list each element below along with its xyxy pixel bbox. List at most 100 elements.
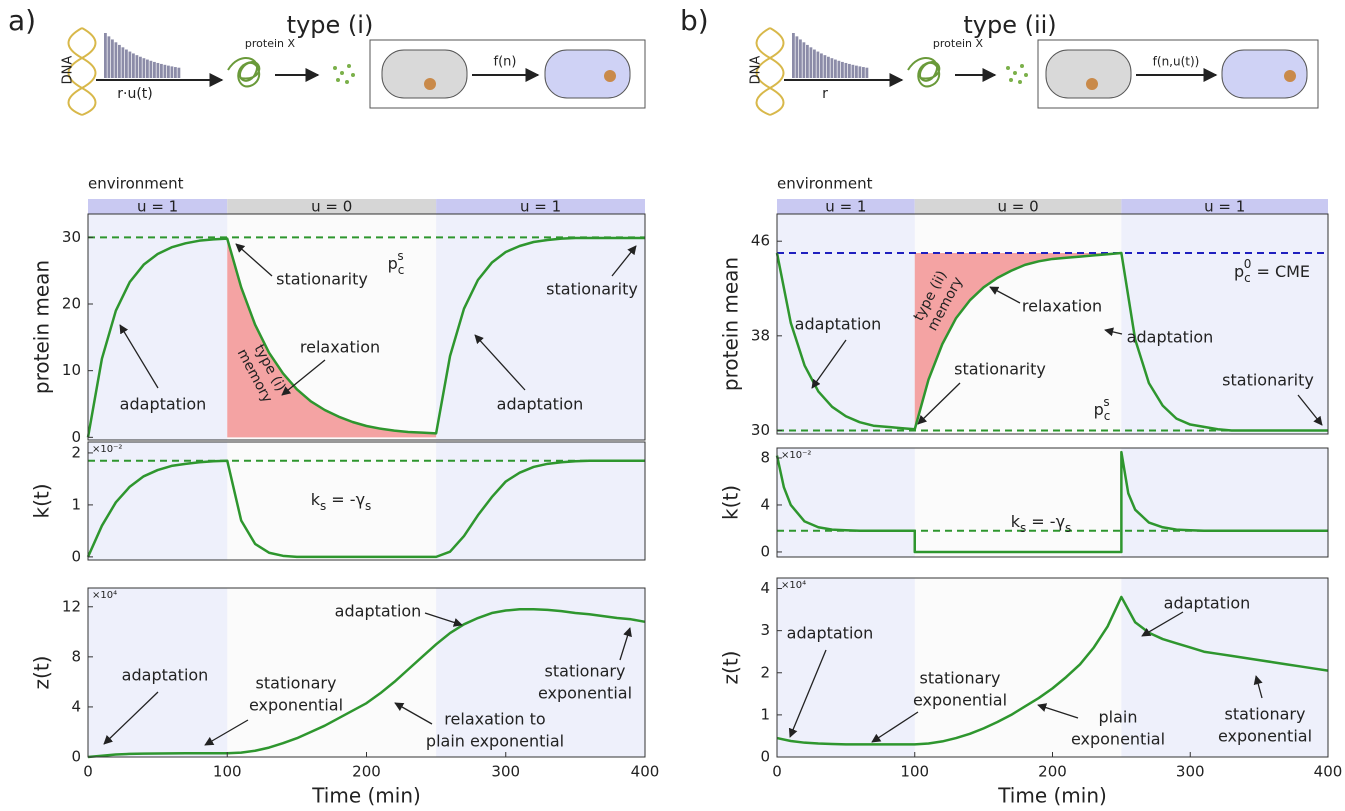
annotation: adaptation xyxy=(497,395,584,414)
x-tick-label: 0 xyxy=(83,763,93,781)
histogram-icon xyxy=(104,33,180,78)
annotation-part: = -γ xyxy=(326,490,365,509)
annotation-line: adaptation xyxy=(497,395,584,414)
icon-bar xyxy=(792,33,795,78)
annotation-part: c xyxy=(398,263,405,277)
protein-label: protein X xyxy=(245,37,296,50)
cell-state xyxy=(382,50,467,98)
annotation-line: adaptation xyxy=(787,624,874,643)
annotation-part: p xyxy=(388,254,398,273)
annotation: adaptation xyxy=(120,395,207,414)
y-tick-label: 8 xyxy=(760,448,770,466)
icon-bar xyxy=(859,66,862,78)
x-tick-label: 200 xyxy=(1038,763,1067,781)
environment-state-label: u = 0 xyxy=(997,198,1038,216)
icon-bar xyxy=(866,68,869,78)
annotation: stationarity xyxy=(276,270,368,289)
icon-bar xyxy=(160,64,163,78)
environment-label: environment xyxy=(777,175,873,193)
annotation-line: exponential xyxy=(913,691,1007,710)
y-axis-label: protein mean xyxy=(30,260,54,394)
panel-title: type (ii) xyxy=(963,11,1056,39)
x-tick-label: 400 xyxy=(631,763,660,781)
annotation-line: exponential xyxy=(1071,730,1165,749)
panel-label: a) xyxy=(8,4,36,37)
y-multiplier: ×10⁴ xyxy=(781,580,806,591)
annotation-part: s xyxy=(1065,521,1071,535)
environment-state-label: u = 0 xyxy=(311,198,352,216)
x-tick-label: 300 xyxy=(491,763,520,781)
icon-bar xyxy=(111,39,114,78)
annotation-line: stationarity xyxy=(276,270,368,289)
annotation-line: adaptation xyxy=(1127,328,1214,347)
icon-bar xyxy=(810,47,813,78)
y-tick-label: 4 xyxy=(760,495,770,513)
icon-bar xyxy=(143,58,146,78)
y-tick-label: 0 xyxy=(71,748,81,766)
rate-label: r·u(t) xyxy=(117,86,153,102)
y-tick-label: 0 xyxy=(71,547,81,565)
annotation-line: plain exponential xyxy=(426,732,564,751)
shaded-span xyxy=(777,448,915,557)
y-axis-label: k(t) xyxy=(30,483,54,518)
annotation-line: stationarity xyxy=(546,280,638,299)
annotation-line: relaxation xyxy=(300,338,380,357)
annotation: adaptation xyxy=(787,624,874,643)
protein-icon xyxy=(333,64,355,84)
y-multiplier: ×10⁴ xyxy=(92,590,117,601)
environment-label: environment xyxy=(88,175,184,193)
icon-bar xyxy=(848,64,851,78)
y-axis-label: protein mean xyxy=(719,257,743,391)
icon-bar xyxy=(817,52,820,78)
shaded-span xyxy=(88,442,227,560)
panel-title: type (i) xyxy=(287,11,374,39)
shaded-span xyxy=(1121,448,1328,557)
icon-bar xyxy=(855,66,858,78)
y-tick-label: 38 xyxy=(751,326,770,344)
schematic-a: a) type (i) DNA r·u(t) protein X f(n) xyxy=(8,4,645,115)
protein-icon xyxy=(1006,64,1028,84)
icon-bar xyxy=(157,63,160,78)
y-tick-label: 8 xyxy=(71,647,81,665)
dna-label: DNA xyxy=(61,56,76,85)
page: Figure html, body { margin: 0; padding: … xyxy=(0,0,1345,811)
annotation-part: p xyxy=(1234,262,1244,281)
icon-bar xyxy=(164,65,167,78)
y-tick-label: 30 xyxy=(751,421,770,439)
icon-bar xyxy=(799,39,802,78)
icon-bar xyxy=(803,42,806,78)
icon-bar xyxy=(150,61,153,78)
annotation-part: = CME xyxy=(1251,262,1310,281)
icon-bar xyxy=(108,36,111,78)
annotation-line: adaptation xyxy=(335,602,422,621)
y-multiplier: ×10⁻² xyxy=(781,450,811,461)
y-axis-label: z(t) xyxy=(719,651,743,685)
dna-label: DNA xyxy=(749,56,764,85)
transfer-label: f(n,u(t)) xyxy=(1153,55,1200,69)
rate-label: r xyxy=(822,86,828,102)
annotation: pc0 = CME xyxy=(1234,257,1310,285)
annotation: stationarity xyxy=(954,360,1046,379)
protein-label: protein X xyxy=(933,37,984,50)
y-tick-label: 30 xyxy=(62,228,81,246)
x-tick-label: 200 xyxy=(352,763,381,781)
transfer-label: f(n) xyxy=(494,55,517,70)
icon-bar xyxy=(167,66,170,78)
shaded-span xyxy=(777,578,915,757)
x-tick-label: 100 xyxy=(900,763,929,781)
icon-bar xyxy=(118,45,121,78)
annotation: adaptation xyxy=(1164,594,1251,613)
annotation: pcs xyxy=(388,249,405,277)
icon-bar xyxy=(122,47,125,78)
annotation-part: c xyxy=(1244,271,1251,285)
annotation-line: stationary xyxy=(545,662,626,681)
annotation: relaxation xyxy=(300,338,380,357)
icon-bar xyxy=(796,36,799,78)
y-tick-label: 1 xyxy=(760,705,770,723)
mrna-icon xyxy=(228,58,259,86)
icon-bar xyxy=(845,63,848,78)
environment-state-label: u = 1 xyxy=(520,198,561,216)
annotation-line: adaptation xyxy=(1164,594,1251,613)
x-tick-label: 100 xyxy=(213,763,242,781)
annotation: adaptation xyxy=(122,666,209,685)
